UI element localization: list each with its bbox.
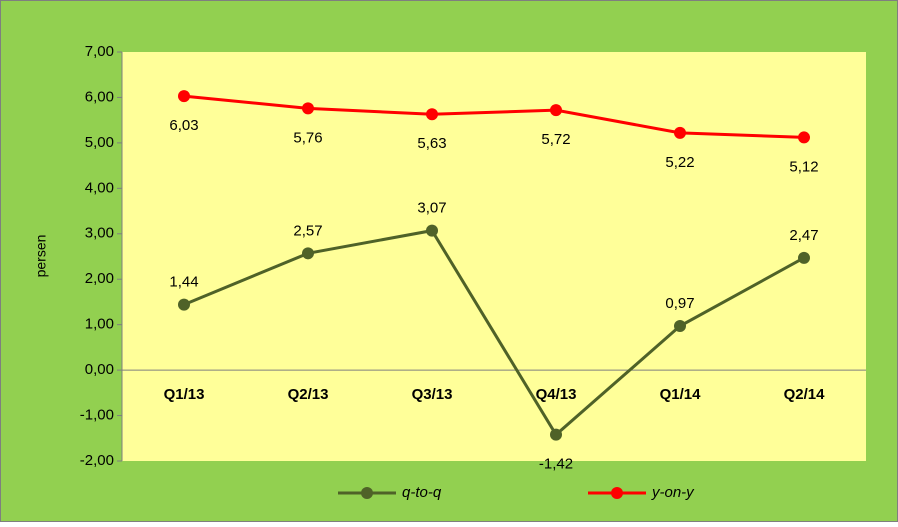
y-axis-title: persen [33,235,49,278]
point [426,224,438,237]
data-label: 5,72 [541,131,570,148]
y-tick-label: 0,00 [85,361,114,378]
legend-marker [361,487,373,499]
x-tick-label: Q4/13 [536,386,577,403]
legend-marker [611,487,623,499]
y-tick-label: 4,00 [85,179,114,196]
point [550,104,562,117]
point [798,251,810,264]
point [426,108,438,121]
plot-area [122,52,866,461]
point [674,320,686,333]
data-label: 3,07 [417,200,446,217]
x-tick-label: Q2/13 [288,386,329,403]
data-label: 5,12 [789,158,818,175]
data-label: 6,03 [169,117,198,134]
legend-label: q-to-q [402,484,442,501]
legend-label: y-on-y [651,484,695,501]
point [178,298,190,311]
y-tick-label: 6,00 [85,88,114,105]
series-line [183,228,805,437]
data-label: 5,76 [293,129,322,146]
data-label: 1,44 [169,274,198,291]
y-tick-label: 2,00 [85,270,114,287]
point [674,126,686,139]
series-line [183,94,805,139]
y-tick-label: -2,00 [80,452,114,469]
x-tick-label: Q2/14 [784,386,826,403]
point [302,247,314,260]
y-tick-label: 7,00 [85,43,114,60]
data-label: 5,22 [665,154,694,171]
y-tick-label: -1,00 [80,407,114,424]
point [550,428,562,441]
y-tick-label: 1,00 [85,316,114,333]
data-label: 0,97 [665,295,694,312]
data-label: 2,47 [789,227,818,244]
point [178,90,190,103]
x-tick-label: Q1/14 [660,386,702,403]
point [798,131,810,144]
y-tick-label: 3,00 [85,225,114,242]
point [302,102,314,115]
data-label: -1,42 [539,456,573,473]
y-tick-label: 5,00 [85,134,114,151]
x-tick-label: Q3/13 [412,386,453,403]
data-label: 2,57 [293,222,322,239]
x-tick-label: Q1/13 [164,386,205,403]
data-label: 5,63 [417,135,446,152]
